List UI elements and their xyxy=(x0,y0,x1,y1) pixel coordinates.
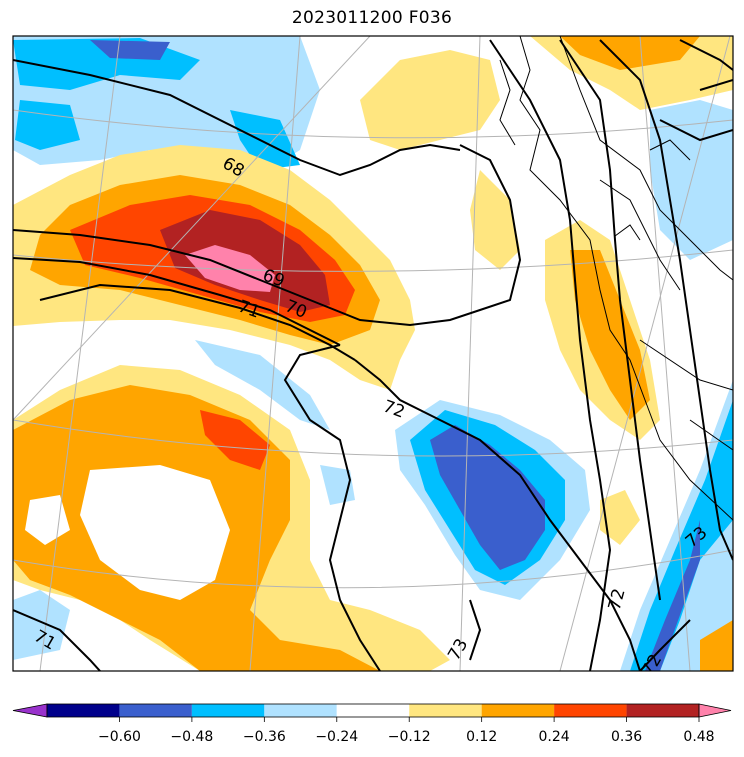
fill-orange-se xyxy=(700,620,733,671)
fill-yellow-north2 xyxy=(470,170,520,270)
colorbar-outline xyxy=(46,703,700,718)
map-title: 2023011200 F036 xyxy=(291,8,453,28)
fill-red-sw xyxy=(200,410,270,470)
colorbar-bin xyxy=(409,704,482,717)
fill-white-hole-sw1 xyxy=(80,465,230,600)
colorbar-extend-high xyxy=(698,703,732,718)
map-frame xyxy=(12,35,734,672)
colorbar-tick-label: −0.36 xyxy=(243,729,286,745)
fill-orange-ne xyxy=(560,36,700,70)
fill-white-hole-sw2 xyxy=(25,495,70,545)
colorbar-bin xyxy=(264,704,337,717)
colorbar-bin xyxy=(191,704,265,717)
fill-yellow-se xyxy=(600,490,640,545)
colorbar-tick-label: 0.36 xyxy=(611,729,642,745)
graticule xyxy=(13,36,733,671)
coastlines xyxy=(499,36,733,521)
colorbar-tick-label: 0.48 xyxy=(683,729,714,745)
fill-blue-central xyxy=(430,425,545,570)
colorbar-tick-label: −0.24 xyxy=(315,729,358,745)
colorbar-tick-label: 0.24 xyxy=(539,729,570,745)
colorbar-bin xyxy=(626,704,699,717)
colorbar-bin xyxy=(336,704,410,717)
colorbar-bin xyxy=(119,704,192,717)
colorbar-tick-label: −0.60 xyxy=(98,729,141,745)
fill-light-blue-sw xyxy=(13,590,70,660)
colorbar-tick-label: 0.12 xyxy=(466,729,497,745)
fill-light-blue-mid-left xyxy=(195,340,330,430)
fill-blue-nw xyxy=(90,40,170,60)
colorbar-extend-low xyxy=(12,703,48,718)
colorbar-bin xyxy=(47,704,120,717)
fill-sky-blue-east xyxy=(630,400,733,671)
colorbar-bin xyxy=(481,704,555,717)
positive-anomaly-fields xyxy=(13,36,733,671)
height-contours xyxy=(13,39,733,671)
colorbar-tick-label: −0.12 xyxy=(388,729,431,745)
colorbar-tick-label: −0.48 xyxy=(170,729,213,745)
fill-sky-blue-nw xyxy=(13,38,300,170)
fill-light-blue-east xyxy=(620,380,733,671)
fill-yellow-north xyxy=(360,50,500,150)
colorbar-bin xyxy=(554,704,627,717)
